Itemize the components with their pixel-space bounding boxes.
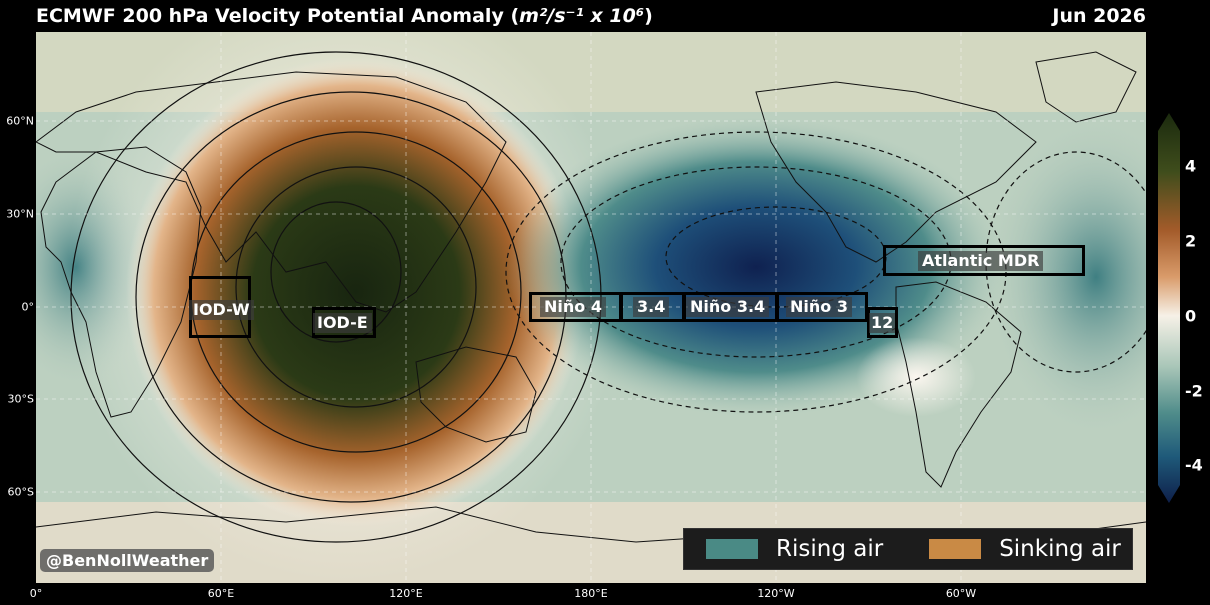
legend-swatch-rising — [706, 539, 758, 559]
rising-anomaly-atlantic — [986, 117, 1146, 437]
colorbar-tick-2: 2 — [1185, 231, 1197, 251]
map-title: ECMWF 200 hPa Velocity Potential Anomaly… — [36, 5, 653, 27]
lon-label-60e: 60°E — [207, 587, 235, 600]
region-label-atlantic-mdr: Atlantic MDR — [918, 251, 1044, 271]
map-plot — [36, 32, 1146, 583]
lon-label-180e: 180°E — [574, 587, 608, 600]
region-label-nino3: Niño 3 — [786, 297, 852, 317]
title-text: ECMWF 200 hPa Velocity Potential Anomaly — [36, 5, 504, 27]
rising-anomaly-pacific — [506, 117, 1006, 417]
lat-label-60s: 60°S — [7, 485, 34, 499]
region-label-iod-e: IOD-E — [313, 313, 372, 333]
region-label-nino12: 12 — [869, 313, 896, 333]
lat-label-30s: 30°S — [7, 392, 34, 406]
credit-badge: @BenNollWeather — [40, 549, 215, 572]
legend-swatch-sinking — [929, 539, 982, 559]
units-text: m²/s⁻¹ x 10⁶ — [519, 5, 645, 27]
lat-label-0: 0° — [21, 300, 35, 314]
lon-label-120e: 120°E — [389, 587, 423, 600]
legend-label-rising: Rising air — [776, 536, 884, 562]
colorbar-tick-0: 0 — [1185, 306, 1197, 326]
date-label: Jun 2026 — [1052, 5, 1146, 27]
region-label-nino4: Niño 4 — [540, 297, 606, 317]
gridlines — [36, 32, 1146, 583]
region-box-atlantic-mdr — [883, 245, 1085, 276]
region-label-nino34-short: 3.4 — [633, 297, 670, 317]
lat-label-60n: 60°N — [6, 114, 34, 128]
colorbar-tick-4: 4 — [1185, 156, 1197, 176]
colorbar-tick-neg2: -2 — [1185, 381, 1203, 401]
region-box-nino3 — [776, 292, 868, 322]
colorbar-tick-neg4: -4 — [1185, 455, 1203, 475]
sinking-anomaly — [126, 57, 586, 527]
lon-label-120w: 120°W — [757, 587, 795, 600]
lat-label-30n: 30°N — [6, 207, 34, 221]
lon-label-0: 0° — [29, 587, 43, 600]
colorbar — [1158, 113, 1180, 503]
region-box-nino12 — [867, 307, 898, 338]
region-label-iod-w: IOD-W — [189, 300, 254, 320]
lon-label-60w: 60°W — [945, 587, 977, 600]
legend: Rising air Sinking air — [683, 528, 1133, 570]
region-label-nino34: Niño 3.4 — [686, 297, 770, 317]
legend-label-sinking: Sinking air — [999, 536, 1121, 562]
